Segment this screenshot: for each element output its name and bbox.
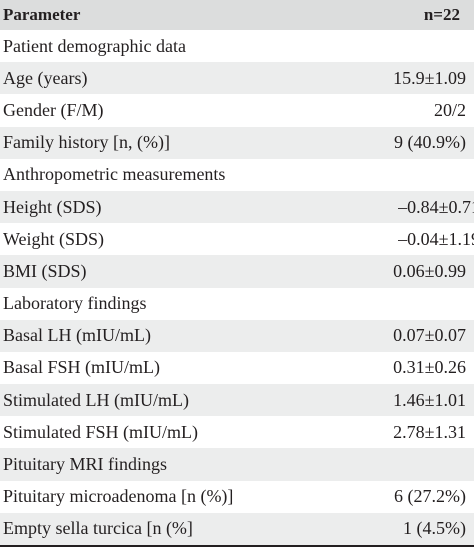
row-parameter: Basal LH (mIU/mL)	[3, 325, 151, 346]
row-value: 15.9±1.09	[393, 67, 466, 88]
table-row-bmi: BMI (SDS) 0.06±0.99	[0, 255, 474, 288]
table-row-age: Age (years) 15.9±1.09	[0, 62, 474, 95]
row-value: 20/2	[433, 99, 466, 120]
row-parameter: Age (years)	[3, 67, 88, 88]
table-row-basal-fsh: Basal FSH (mIU/mL) 0.31±0.26	[0, 351, 474, 385]
row-value: 1.46±1.01	[393, 389, 466, 410]
row-parameter: Stimulated LH (mIU/mL)	[3, 389, 189, 410]
row-parameter: Basal FSH (mIU/mL)	[3, 357, 160, 378]
section-row-demographics: Patient demographic data	[0, 30, 474, 63]
row-parameter: Empty sella turcica [n (%]	[3, 518, 193, 539]
row-value: 1 (4.5%)	[403, 518, 466, 539]
table-row-family-history: Family history [n, (%)] 9 (40.9%)	[0, 126, 474, 159]
row-parameter: Gender (F/M)	[3, 99, 104, 120]
row-parameter: Stimulated FSH (mIU/mL)	[3, 421, 198, 442]
table-row-basal-lh: Basal LH (mIU/mL) 0.07±0.07	[0, 319, 474, 352]
row-value: 0.07±0.07	[393, 325, 466, 346]
table-row-stimulated-fsh: Stimulated FSH (mIU/mL) 2.78±1.31	[0, 416, 474, 449]
row-parameter: Pituitary microadenoma [n (%)]	[3, 486, 234, 507]
section-row-laboratory: Laboratory findings	[0, 287, 474, 320]
section-row-pituitary-mri: Pituitary MRI findings	[0, 448, 474, 481]
table-row-gender: Gender (F/M) 20/2	[0, 94, 474, 127]
row-parameter: Weight (SDS)	[3, 228, 105, 249]
table-row-weight: Weight (SDS) –0.04±1.19	[0, 223, 474, 256]
header-parameter: Parameter	[3, 5, 81, 24]
section-label: Pituitary MRI findings	[3, 454, 168, 475]
table-row-microadenoma: Pituitary microadenoma [n (%)] 6 (27.2%)	[0, 480, 474, 513]
row-value: 2.78±1.31	[393, 421, 466, 442]
section-label: Laboratory findings	[3, 293, 147, 314]
row-value: –0.04±1.19	[398, 228, 474, 249]
row-value: 6 (27.2%)	[394, 486, 466, 507]
table-header-row: Parameter n=22	[0, 0, 474, 30]
table-row-empty-sella: Empty sella turcica [n (%] 1 (4.5%)	[0, 512, 474, 545]
section-label: Anthropometric measurements	[3, 164, 226, 185]
table-row-height: Height (SDS) –0.84±0.71	[0, 190, 474, 224]
row-value: –0.84±0.71	[398, 196, 474, 217]
row-value: 0.31±0.26	[393, 357, 466, 378]
row-parameter: Height (SDS)	[3, 196, 102, 217]
row-value: 9 (40.9%)	[394, 132, 466, 153]
section-label: Patient demographic data	[3, 35, 186, 56]
section-row-anthropometric: Anthropometric measurements	[0, 158, 474, 191]
table-row-stimulated-lh: Stimulated LH (mIU/mL) 1.46±1.01	[0, 384, 474, 417]
header-n: n=22	[423, 5, 460, 24]
row-value: 0.06±0.99	[393, 260, 466, 281]
row-parameter: Family history [n, (%)]	[3, 132, 170, 153]
row-parameter: BMI (SDS)	[3, 260, 87, 281]
